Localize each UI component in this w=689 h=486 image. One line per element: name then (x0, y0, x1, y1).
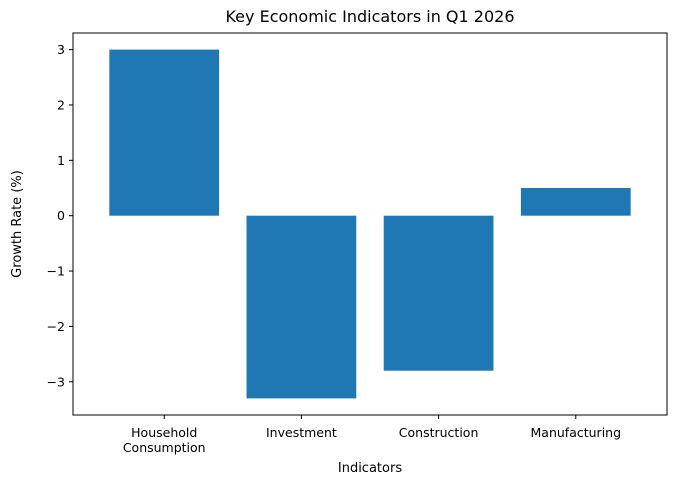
x-axis-ticks: Household Consumption Investment Constructi… (123, 415, 621, 455)
y-tick-label: 3 (57, 42, 65, 57)
plot-frame (72, 32, 668, 416)
bar-3 (520, 188, 631, 216)
y-tick-label: 0 (57, 208, 65, 223)
bar-0 (109, 49, 220, 216)
x-tick-label: Construction (399, 425, 479, 440)
y-tick-label: 2 (57, 97, 65, 112)
y-tick-label: −2 (47, 319, 65, 334)
x-tick-label: Household Consumption (123, 425, 206, 455)
y-tick-label: 1 (57, 153, 65, 168)
x-axis-label: Indicators (338, 461, 402, 476)
y-tick-label: −1 (47, 264, 65, 279)
bar-1 (246, 215, 357, 399)
chart-title: Key Economic Indicators in Q1 2026 (225, 7, 514, 26)
x-tick-label: Investment (266, 425, 337, 440)
y-axis-label: Growth Rate (%) (10, 170, 25, 278)
y-axis-ticks: 3 2 1 0 −1 −2 −3 (47, 42, 73, 389)
bars-group (109, 49, 631, 399)
x-tick-label: Manufacturing (531, 425, 622, 440)
bar-2 (383, 215, 494, 371)
y-tick-label: −3 (47, 374, 65, 389)
